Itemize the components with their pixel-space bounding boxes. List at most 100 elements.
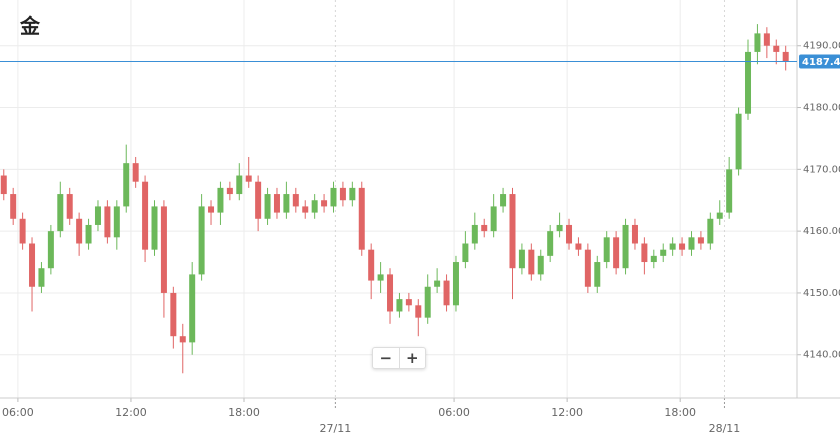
candle-body bbox=[415, 305, 422, 318]
candle-body bbox=[490, 206, 497, 232]
candle-body bbox=[57, 194, 64, 232]
candle-body bbox=[773, 45, 780, 52]
candle-body bbox=[566, 224, 573, 244]
candle-body bbox=[547, 231, 554, 256]
candle-body bbox=[339, 187, 346, 201]
candle-body bbox=[179, 336, 186, 343]
candle-body bbox=[754, 33, 761, 52]
candle-body bbox=[189, 274, 196, 343]
candle-body bbox=[763, 33, 770, 46]
candle-body bbox=[641, 243, 648, 263]
candle-body bbox=[603, 237, 610, 263]
candle-body bbox=[349, 187, 356, 201]
x-tick-label: 18:00 bbox=[664, 406, 696, 419]
chart-title: 金 bbox=[20, 14, 40, 38]
candle-body bbox=[622, 224, 629, 269]
candle-body bbox=[245, 175, 252, 182]
candle-body bbox=[302, 206, 309, 213]
candle-body bbox=[669, 243, 676, 250]
candle-body bbox=[236, 175, 243, 195]
candle-body bbox=[537, 255, 544, 275]
candle-body bbox=[19, 218, 26, 244]
y-tick-label: 4170.00 bbox=[803, 164, 840, 175]
candle-body bbox=[292, 194, 299, 207]
y-tick-label: 4180.00 bbox=[803, 103, 840, 114]
candle-body bbox=[387, 274, 394, 312]
candle-body bbox=[481, 224, 488, 232]
candle-body bbox=[170, 292, 177, 337]
zoom-out-button[interactable]: − bbox=[379, 349, 393, 367]
candle-body bbox=[745, 51, 752, 114]
candle-body bbox=[688, 237, 695, 250]
zoom-controls: − + bbox=[372, 347, 426, 369]
candle-body bbox=[198, 206, 205, 275]
candle-body bbox=[735, 113, 742, 170]
candle-body bbox=[518, 249, 525, 269]
candle-body bbox=[76, 218, 83, 244]
candle-body bbox=[47, 231, 54, 269]
candle-body bbox=[29, 243, 36, 287]
x-tick-label: 18:00 bbox=[228, 406, 260, 419]
candle-body bbox=[575, 243, 582, 250]
candle-body bbox=[113, 206, 120, 238]
candle-body bbox=[321, 200, 328, 207]
x-tick-label: 06:00 bbox=[2, 406, 34, 419]
x-tick-label: 12:00 bbox=[115, 406, 147, 419]
candle-body bbox=[104, 206, 111, 238]
candle-body bbox=[283, 194, 290, 213]
date-tick-label: 28/11 bbox=[709, 422, 741, 435]
candle-body bbox=[264, 194, 271, 219]
candle-body bbox=[217, 187, 224, 213]
candle-body bbox=[462, 243, 469, 263]
current-price-label: 4187.45 bbox=[802, 57, 840, 68]
x-tick-label: 12:00 bbox=[551, 406, 583, 419]
y-tick-label: 4140.00 bbox=[803, 350, 840, 361]
zoom-in-button[interactable]: + bbox=[398, 348, 426, 368]
candle-body bbox=[424, 286, 431, 318]
candle-body bbox=[509, 194, 516, 269]
candle-body bbox=[396, 299, 403, 312]
candle-body bbox=[500, 194, 507, 207]
candle-body bbox=[782, 51, 789, 62]
candle-body bbox=[716, 212, 723, 219]
candle-body bbox=[85, 224, 92, 244]
candle-body bbox=[255, 181, 262, 219]
candle-body bbox=[631, 224, 638, 244]
candle-body bbox=[471, 224, 478, 244]
candle-body bbox=[94, 206, 101, 225]
y-tick-label: 4190.00 bbox=[803, 41, 840, 52]
candle-body bbox=[123, 163, 130, 207]
y-tick-label: 4150.00 bbox=[803, 288, 840, 299]
candle-body bbox=[368, 249, 375, 281]
candle-body bbox=[434, 280, 441, 287]
candle-body bbox=[594, 262, 601, 287]
candle-body bbox=[528, 249, 535, 275]
candle-body bbox=[38, 268, 45, 287]
candle-body bbox=[311, 200, 318, 213]
candle-body bbox=[151, 206, 158, 250]
date-tick-label: 27/11 bbox=[320, 422, 352, 435]
candle-body bbox=[358, 187, 365, 250]
candle-body bbox=[10, 194, 17, 219]
candle-body bbox=[679, 243, 686, 250]
plot-area bbox=[0, 0, 797, 398]
candle-body bbox=[443, 280, 450, 306]
y-tick-label: 4160.00 bbox=[803, 226, 840, 237]
candle-body bbox=[208, 206, 215, 213]
candle-body bbox=[160, 206, 167, 293]
candle-body bbox=[273, 194, 280, 213]
candle-body bbox=[66, 194, 73, 219]
candle-body bbox=[726, 169, 733, 213]
candle-body bbox=[142, 181, 149, 250]
candle-body bbox=[0, 175, 7, 195]
candle-body bbox=[226, 187, 233, 195]
candle-body bbox=[132, 163, 139, 182]
candle-body bbox=[613, 237, 620, 269]
candle-body bbox=[556, 224, 563, 232]
candle-body bbox=[584, 249, 591, 287]
candle-body bbox=[377, 274, 384, 281]
candle-body bbox=[405, 299, 412, 306]
x-tick-label: 06:00 bbox=[438, 406, 470, 419]
